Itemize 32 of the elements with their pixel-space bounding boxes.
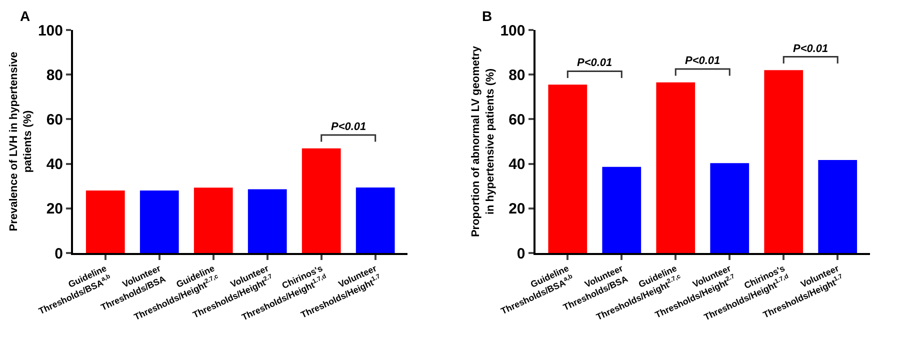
bar [302,148,341,253]
bar [548,84,588,253]
bar [602,166,642,253]
y-tick-label: 100 [500,22,526,40]
bar [656,82,696,253]
y-tick-label: 60 [508,111,526,128]
y-tick-label: 80 [508,66,526,84]
y-tick-label: 40 [508,156,526,174]
y-tick-label: 20 [46,200,63,218]
y-tick-label: 20 [508,200,526,218]
y-tick-label: 0 [516,245,526,262]
bar [248,189,287,253]
y-tick-label: 80 [46,66,63,84]
bar [764,70,804,253]
y-tick-label: 0 [54,245,63,262]
annotation: P<0.01 [793,43,828,55]
bar [86,190,125,253]
bar [194,188,233,253]
bar [710,163,750,253]
bar [356,187,395,253]
y-tick-label: 60 [46,111,63,128]
chart-title: B [482,8,492,24]
annotation: P<0.01 [685,55,720,67]
y-axis-title: Prevalence of LVH in hypertensive patients (%) [8,52,34,232]
y-tick-label: 40 [46,156,63,174]
bar [818,160,858,253]
annotation: P<0.01 [331,121,366,133]
y-tick-label: 100 [38,22,63,40]
annotation: P<0.01 [577,57,612,69]
y-axis-title: Proportion of abnormal LV geometry in hypertensive patients (%) [470,45,496,238]
chart-title: A [20,8,30,24]
bar [140,190,179,253]
